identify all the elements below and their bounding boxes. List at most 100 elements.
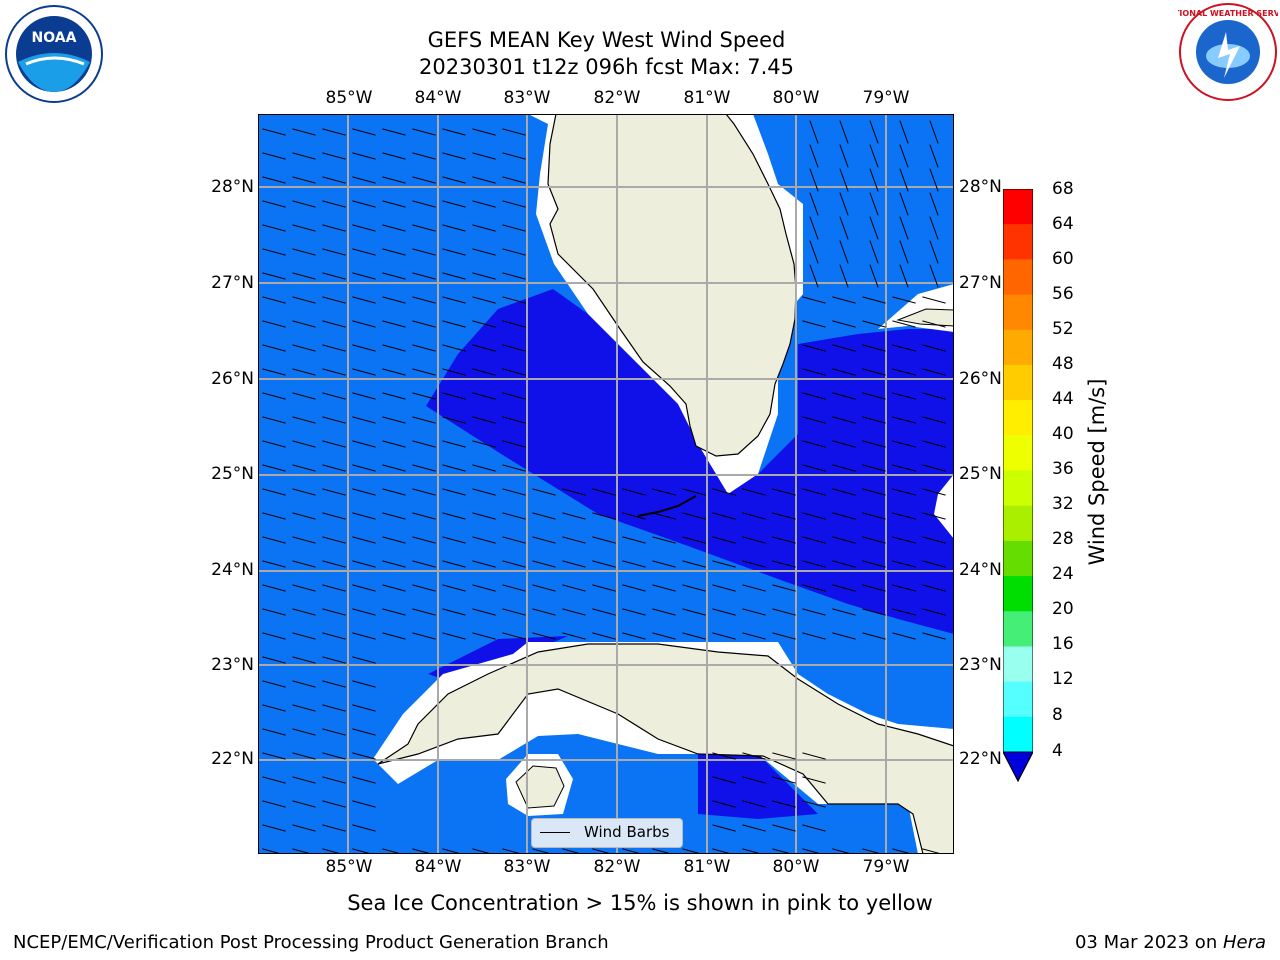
wind-barb <box>442 632 466 640</box>
wind-barb <box>262 656 286 664</box>
wind-barb <box>322 800 346 808</box>
wind-barb <box>832 488 856 496</box>
wind-barb <box>772 824 796 832</box>
andros-margin <box>934 474 954 539</box>
wind-barb <box>412 128 436 136</box>
colorbar-segment <box>1003 611 1033 647</box>
wind-barb <box>322 512 346 520</box>
wind-barb <box>742 536 766 544</box>
wind-barb <box>802 752 826 760</box>
wind-barb <box>292 608 316 616</box>
colorbar-tick: 48 <box>1052 354 1074 374</box>
wind-barb <box>862 488 886 496</box>
wind-barb <box>442 488 466 496</box>
wind-barb <box>412 464 436 472</box>
wind-barb <box>502 296 526 304</box>
wind-barb <box>712 536 736 544</box>
grid-lines <box>258 114 954 854</box>
wind-barb <box>809 144 819 168</box>
wind-barb <box>839 168 849 192</box>
wind-barb <box>502 272 526 280</box>
wind-barb <box>922 560 946 568</box>
wind-barb <box>322 464 346 472</box>
wind-barb <box>892 440 916 448</box>
wind-barb <box>382 272 406 280</box>
wind-barb <box>262 200 286 208</box>
wind-barb <box>442 464 466 472</box>
wind-barb <box>712 848 734 854</box>
wind-barb <box>472 848 494 854</box>
wind-barb <box>652 512 676 520</box>
wind-barb <box>442 392 466 400</box>
wind-barb <box>742 584 766 592</box>
wind-barb <box>892 848 914 854</box>
wind-barb <box>322 656 346 664</box>
wind-barb <box>292 752 316 760</box>
colorbar-tick: 20 <box>1052 599 1074 619</box>
wind-barb <box>832 416 856 424</box>
wind-barb <box>652 608 676 616</box>
noaa-logo-text: NOAA <box>32 30 77 46</box>
wind-barb <box>472 560 496 568</box>
wind-barb <box>922 584 946 592</box>
wind-barb <box>292 152 316 160</box>
wind-barb <box>352 320 376 328</box>
wind-barb <box>682 608 706 616</box>
wind-barb <box>352 272 376 280</box>
wind-barb <box>382 200 406 208</box>
wind-barb <box>652 584 676 592</box>
wind-barb <box>802 584 826 592</box>
wind-barb <box>892 320 916 328</box>
lon-label-top: 80°W <box>772 88 820 108</box>
wind-barb <box>292 368 316 376</box>
wind-barb <box>382 392 406 400</box>
wind-barb <box>322 536 346 544</box>
wind-barb <box>412 296 436 304</box>
colorbar-tick: 8 <box>1052 705 1063 725</box>
lat-label-right: 25°N <box>959 464 1002 484</box>
wind-barb <box>262 440 286 448</box>
wind-barb <box>352 800 376 808</box>
wind-barb <box>802 776 826 784</box>
low-wind-region-south <box>698 754 818 819</box>
wind-barb <box>442 176 466 184</box>
wind-barb <box>862 392 886 400</box>
wind-barb <box>929 216 939 240</box>
wind-barb <box>382 608 406 616</box>
wind-barb <box>869 144 879 168</box>
colorbar-segment <box>1003 505 1033 542</box>
wind-barb <box>922 488 946 496</box>
wind-barb <box>562 488 586 496</box>
wind-barb <box>802 608 826 616</box>
wind-barb <box>262 680 286 688</box>
wind-barb <box>832 344 856 352</box>
wind-barb <box>712 752 736 760</box>
wind-barb <box>352 464 376 472</box>
colorbar-segment <box>1003 259 1033 296</box>
wind-barb <box>862 848 884 854</box>
wind-barb <box>412 392 436 400</box>
colorbar-segment <box>1003 435 1033 471</box>
wind-barb <box>892 536 916 544</box>
wind-barb <box>622 584 646 592</box>
lat-label-right: 24°N <box>959 560 1002 580</box>
wind-barb <box>472 176 496 184</box>
colorbar-extend-arrow <box>1002 751 1034 783</box>
wind-barb <box>382 440 406 448</box>
wind-barb <box>592 536 616 544</box>
wind-barb <box>262 728 286 736</box>
wind-barb <box>502 320 526 328</box>
wind-barb <box>322 608 346 616</box>
wind-barb <box>682 560 706 568</box>
wind-barb <box>892 632 916 640</box>
wind-barb <box>562 848 584 854</box>
wind-barb <box>712 608 736 616</box>
lat-label-left: 22°N <box>211 749 254 769</box>
wind-barb <box>809 168 819 192</box>
wind-barb <box>532 560 556 568</box>
wind-barb <box>922 632 946 640</box>
wind-barb <box>442 560 466 568</box>
wind-barb <box>862 368 886 376</box>
wind-barb <box>742 632 766 640</box>
wind-barb <box>562 584 586 592</box>
